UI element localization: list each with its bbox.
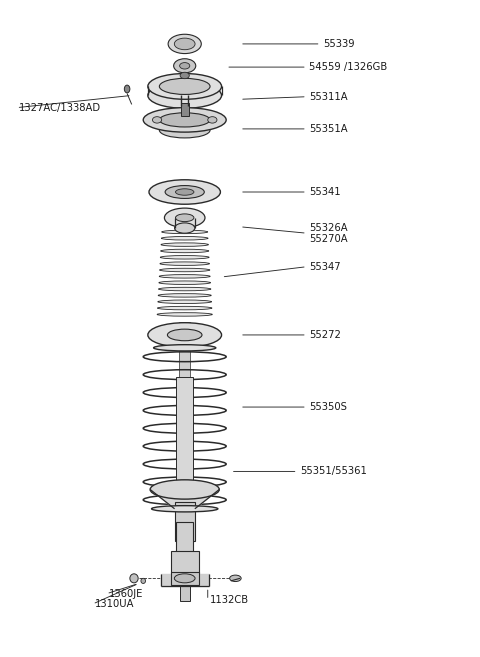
Ellipse shape (130, 574, 138, 583)
Text: 55326A
55270A: 55326A 55270A (309, 223, 348, 244)
Text: 54559 /1326GB: 54559 /1326GB (309, 62, 387, 72)
Ellipse shape (158, 294, 211, 297)
Ellipse shape (165, 185, 204, 198)
Ellipse shape (153, 117, 162, 123)
Ellipse shape (159, 281, 211, 284)
Ellipse shape (159, 268, 210, 272)
Bar (180, 103, 189, 116)
Text: 55350S: 55350S (309, 402, 347, 412)
Ellipse shape (159, 113, 210, 127)
Text: 55351/55361: 55351/55361 (300, 466, 367, 476)
Ellipse shape (174, 58, 196, 73)
Bar (171, 572, 199, 585)
Text: 55341: 55341 (309, 187, 341, 197)
Ellipse shape (161, 249, 209, 253)
Ellipse shape (158, 287, 211, 291)
Ellipse shape (176, 214, 194, 221)
Ellipse shape (160, 256, 209, 259)
Bar (171, 551, 199, 576)
Ellipse shape (175, 223, 195, 233)
Ellipse shape (149, 180, 220, 204)
Ellipse shape (174, 38, 195, 50)
Ellipse shape (159, 78, 210, 95)
Bar (180, 581, 190, 601)
Text: 55351A: 55351A (309, 124, 348, 134)
Ellipse shape (157, 306, 212, 310)
Ellipse shape (158, 300, 212, 304)
Ellipse shape (159, 275, 210, 278)
Ellipse shape (143, 108, 226, 132)
Ellipse shape (180, 62, 190, 69)
Text: 55311A: 55311A (309, 92, 348, 102)
Ellipse shape (165, 208, 205, 227)
Ellipse shape (124, 85, 130, 93)
Ellipse shape (160, 262, 209, 265)
Bar (179, 322, 190, 522)
Ellipse shape (180, 72, 189, 79)
Ellipse shape (148, 323, 222, 347)
Ellipse shape (150, 480, 219, 499)
Text: 1132CB: 1132CB (210, 595, 249, 605)
Bar (177, 377, 193, 486)
Ellipse shape (229, 575, 241, 581)
Ellipse shape (176, 189, 194, 195)
Text: 55272: 55272 (309, 330, 341, 340)
Text: 55347: 55347 (309, 261, 341, 272)
Ellipse shape (161, 243, 208, 246)
Ellipse shape (148, 74, 222, 99)
Ellipse shape (168, 34, 201, 54)
Ellipse shape (159, 122, 210, 138)
Ellipse shape (161, 237, 208, 240)
Polygon shape (150, 489, 219, 509)
Ellipse shape (162, 230, 208, 234)
Bar (175, 503, 195, 541)
Polygon shape (161, 574, 209, 586)
Text: 1310UA: 1310UA (95, 599, 134, 609)
Ellipse shape (148, 83, 222, 108)
Bar (176, 522, 193, 570)
Ellipse shape (141, 578, 145, 583)
Text: 1327AC/1338AD: 1327AC/1338AD (19, 102, 101, 112)
Ellipse shape (154, 345, 216, 351)
Text: 55339: 55339 (323, 39, 355, 49)
Text: 1360JE: 1360JE (108, 589, 143, 599)
Ellipse shape (157, 313, 212, 316)
Ellipse shape (152, 506, 218, 512)
Ellipse shape (174, 574, 195, 583)
Ellipse shape (168, 329, 202, 341)
Ellipse shape (208, 117, 217, 123)
